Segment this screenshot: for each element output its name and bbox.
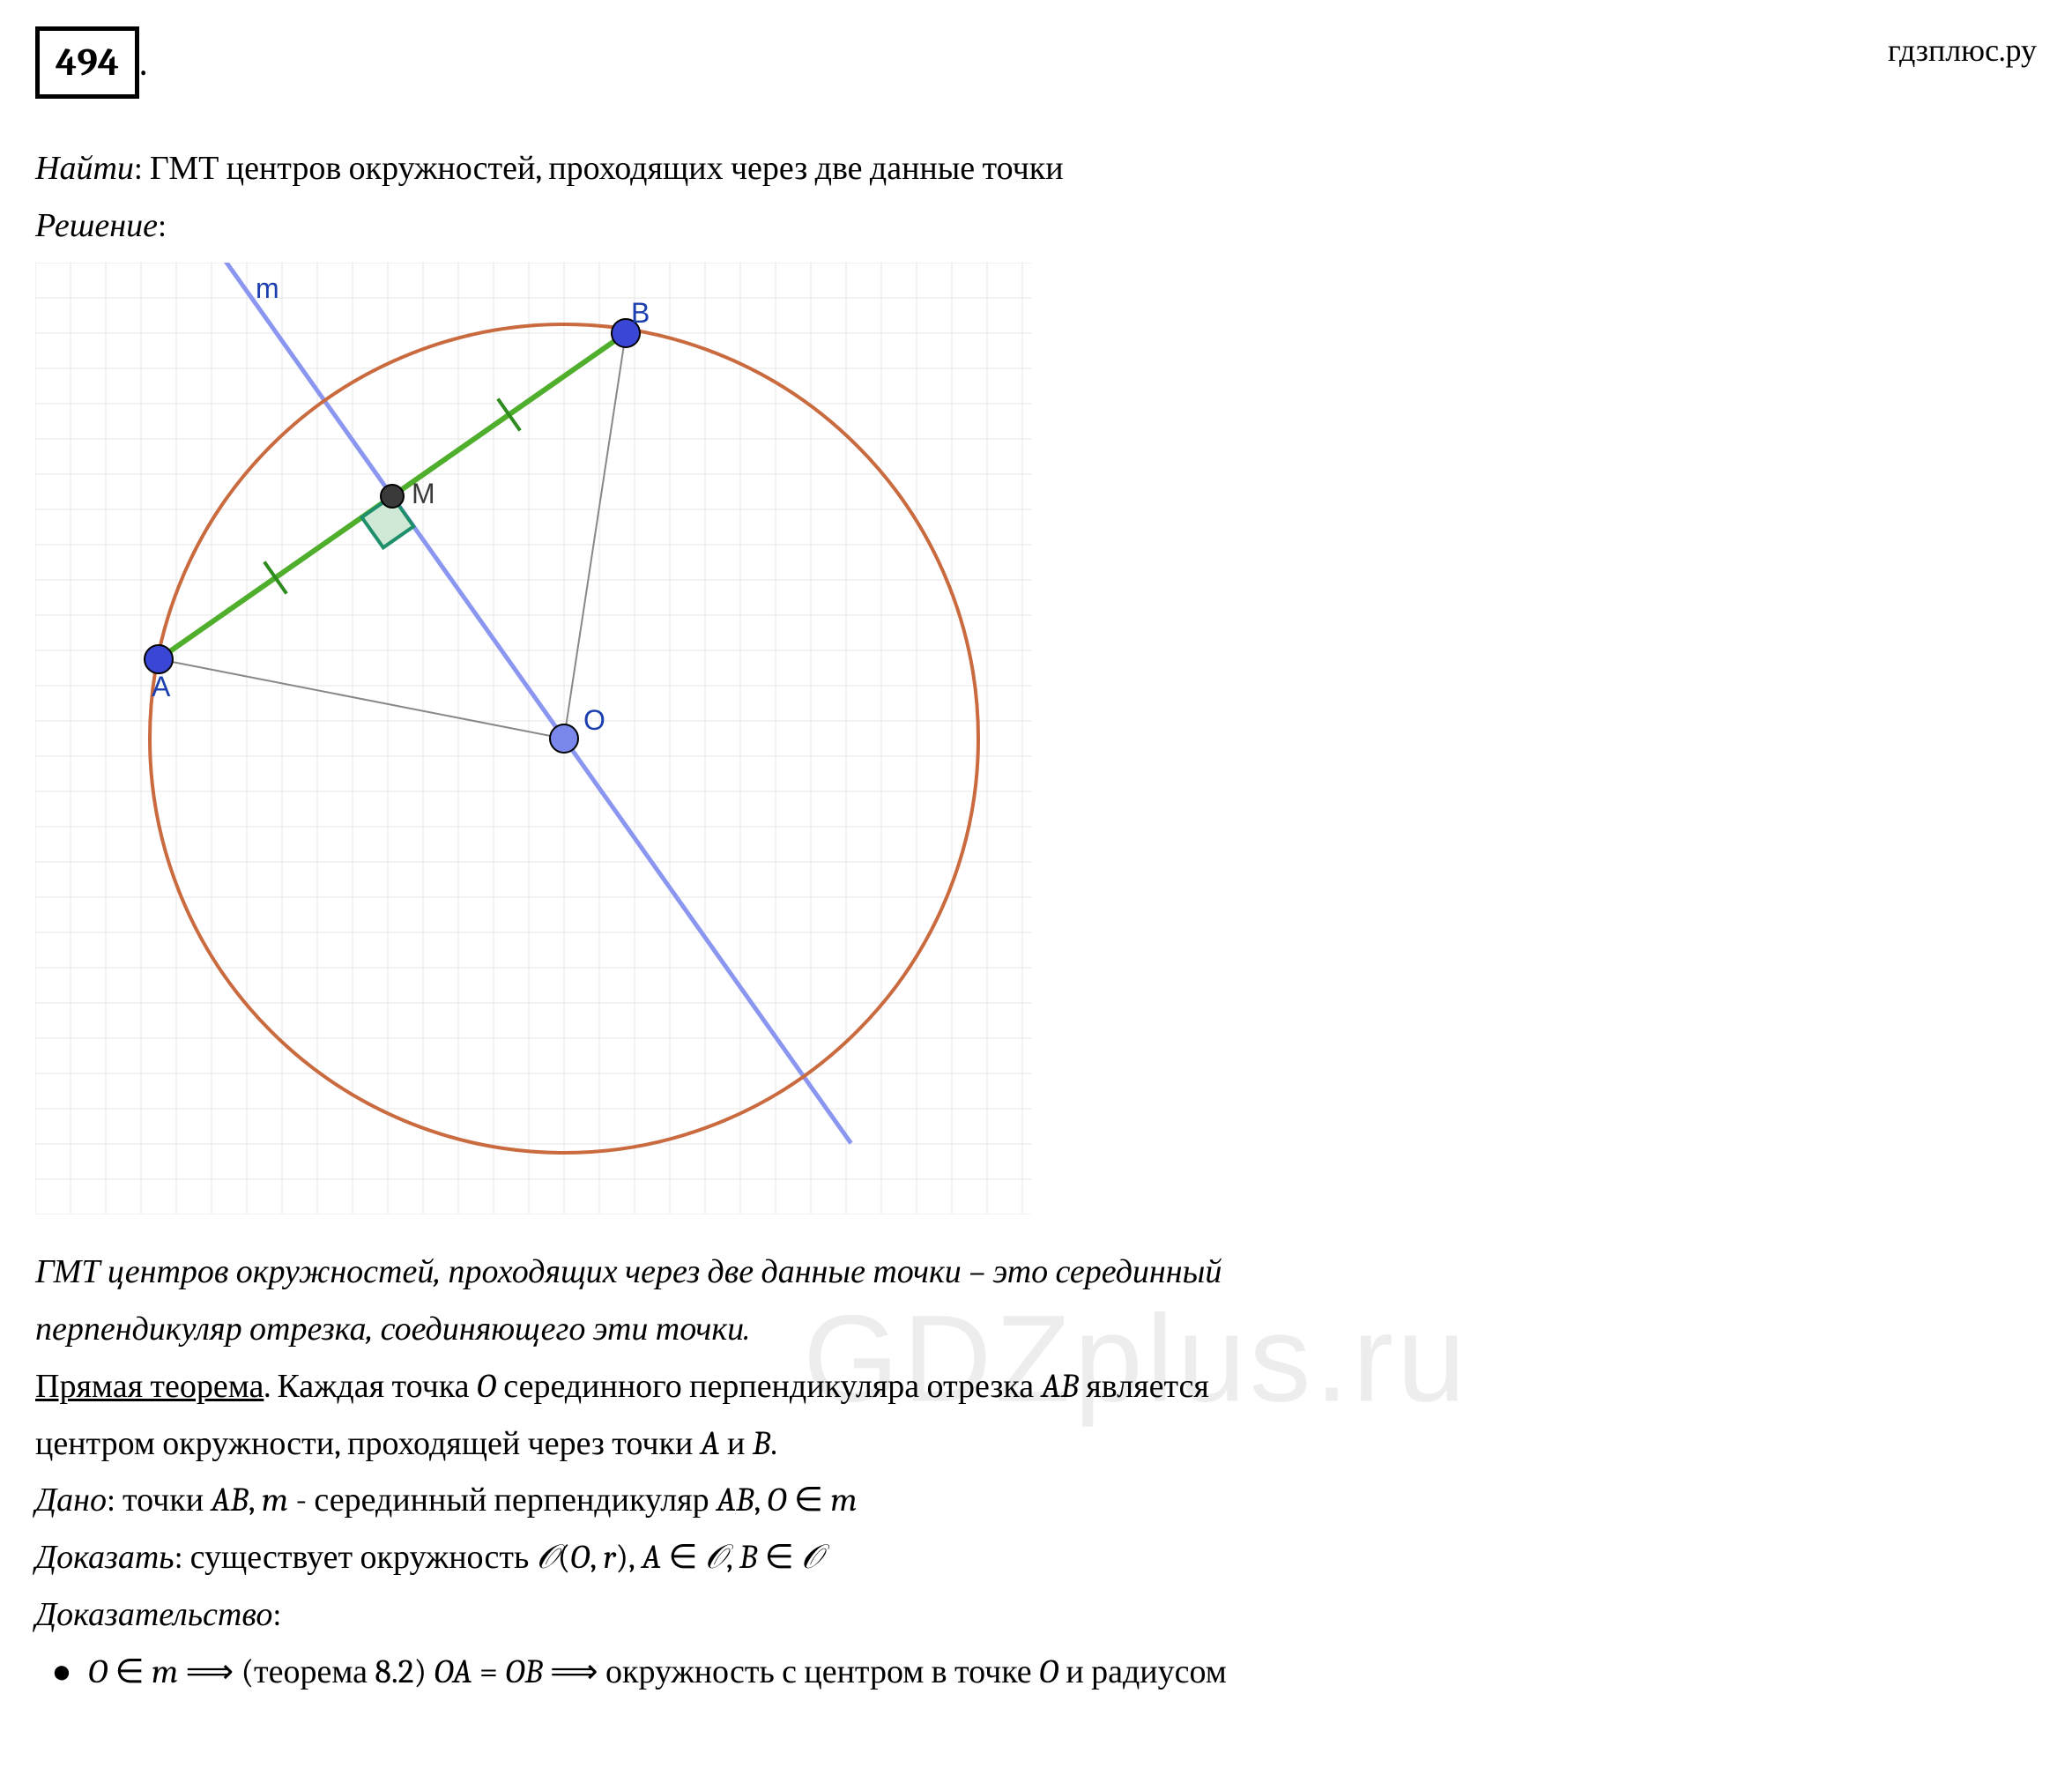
find-body: : ГМТ центров окружностей, проходящих че… (134, 149, 1064, 188)
given-label: Дано (35, 1481, 107, 1519)
sym-O-3: O (570, 1538, 590, 1577)
prove-c2: , (628, 1538, 642, 1577)
sym-B-2: B (739, 1538, 757, 1577)
direct-theorem-line-2: центром окружности, проходящей через точ… (35, 1418, 2037, 1470)
dt-body-3: является (1079, 1367, 1209, 1406)
pf-imp-2: ⟹ (543, 1652, 605, 1691)
pf-imp-1: ⟹ (178, 1652, 241, 1691)
given-c1: , (249, 1481, 262, 1519)
sym-O-2: O (767, 1481, 786, 1519)
prove-c1: , (590, 1538, 603, 1577)
prove-open-1: ( (558, 1538, 571, 1577)
sym-A-2: A (642, 1538, 661, 1577)
prove-close-1: ) (616, 1538, 629, 1577)
pf-in-1: ∈ (108, 1652, 152, 1691)
proof-label: Доказательство (35, 1595, 272, 1634)
prove-c3: , (726, 1538, 739, 1577)
given-line: Дано: точки AB, m - серединный перпендик… (35, 1474, 2037, 1526)
proof-bullet-1: ● O ∈ m ⟹ (теорема 8.2) OA = OB ⟹ окружн… (35, 1646, 2037, 1698)
prove-line: Доказать: существует окружность 𝒪(O, r),… (35, 1532, 2037, 1584)
given-b1: : точки (107, 1481, 211, 1519)
given-in: ∈ (786, 1481, 830, 1519)
svg-text:O: O (583, 704, 605, 736)
sym-AB-2: AB (211, 1481, 248, 1519)
prove-in-2: ∈ (661, 1538, 705, 1577)
solution-label: Решение (35, 206, 158, 245)
sym-A-1: A (701, 1424, 720, 1463)
find-label: Найти (35, 149, 134, 188)
pf-b3: и радиусом (1058, 1652, 1227, 1691)
sym-calO-1: 𝒪 (537, 1538, 558, 1577)
svg-text:m: m (256, 272, 279, 304)
dt2-a: центром окружности, проходящей через точ… (35, 1424, 701, 1463)
sym-OB: OB (505, 1652, 542, 1691)
svg-text:A: A (152, 671, 171, 702)
caption-line-1: ГМТ центров окружностей, проходящих чере… (35, 1246, 2037, 1298)
box-period: . (139, 40, 147, 85)
svg-text:M: M (412, 478, 435, 509)
given-c2: , (754, 1481, 767, 1519)
solution-colon: : (158, 206, 167, 245)
dt2-and: и (720, 1424, 753, 1463)
geometry-diagram: m B A M O (35, 263, 1031, 1230)
sym-calO-3: 𝒪 (801, 1538, 822, 1577)
problem-number-box: 494 (35, 26, 139, 99)
dt-body-1: . Каждая точка (264, 1367, 476, 1406)
sym-AB-3: AB (717, 1481, 754, 1519)
pf-b1: (теорема 8.2) (241, 1652, 434, 1691)
proof-colon: : (272, 1595, 281, 1634)
sym-B-1: B (753, 1424, 770, 1463)
sym-m-1: m (262, 1481, 288, 1519)
given-b2: - серединный перпендикуляр (288, 1481, 717, 1519)
sym-calO-2: 𝒪 (705, 1538, 726, 1577)
sym-O-5: O (1039, 1652, 1058, 1691)
site-label: гдзплюс.ру (1888, 26, 2037, 76)
prove-label: Доказать (35, 1538, 175, 1577)
sym-m-3: m (152, 1652, 178, 1691)
caption-line-2: перпендикуляр отрезка, соединяющего эти … (35, 1303, 2037, 1355)
sym-O-4: O (88, 1652, 108, 1691)
solution-label-line: Решение: (35, 200, 2037, 252)
sym-AB-1: AB (1042, 1367, 1079, 1406)
proof-label-line: Доказательство: (35, 1589, 2037, 1641)
dt2-dot: . (770, 1424, 777, 1463)
sym-OA: OA (434, 1652, 472, 1691)
svg-text:B: B (631, 297, 650, 329)
bullet-icon: ● (35, 1646, 88, 1698)
prove-b1: : существует окружность (175, 1538, 537, 1577)
pf-b2: окружность с центром в точке (605, 1652, 1039, 1691)
prove-in-3: ∈ (757, 1538, 801, 1577)
direct-theorem-label: Прямая теорема (35, 1367, 264, 1406)
sym-m-2: m (830, 1481, 857, 1519)
direct-theorem-line-1: Прямая теорема. Каждая точка O серединно… (35, 1361, 2037, 1413)
sym-r-1: r (603, 1538, 615, 1577)
pf-eq: = (472, 1652, 506, 1691)
dt-body-2: серединного перпендикуляра отрезка (496, 1367, 1042, 1406)
sym-O-1: O (477, 1367, 496, 1406)
find-line: Найти: ГМТ центров окружностей, проходящ… (35, 143, 2037, 195)
